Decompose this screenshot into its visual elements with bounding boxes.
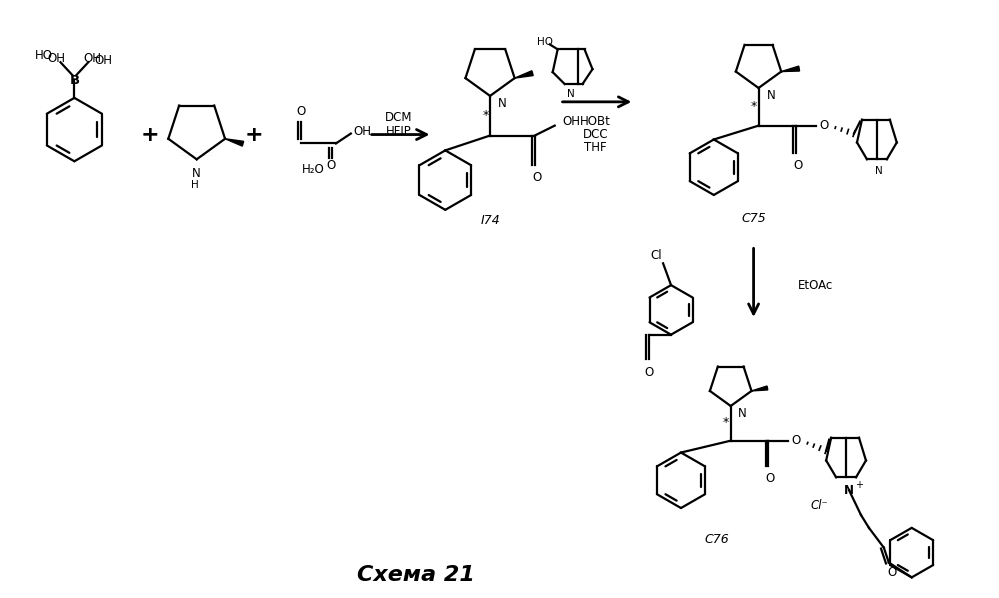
Text: OH: OH [48,52,66,65]
Text: OH: OH [562,115,580,128]
Text: O: O [793,158,803,172]
Text: HFIP: HFIP [386,125,412,138]
Text: *: * [750,100,756,113]
Text: HO: HO [35,49,53,62]
Text: HO: HO [536,38,552,47]
Text: Cl: Cl [650,249,662,262]
Text: C75: C75 [741,212,766,225]
Text: O: O [532,170,541,184]
Text: N: N [875,166,883,176]
Text: HOBt: HOBt [580,115,611,128]
Text: N: N [766,90,775,102]
Text: O: O [297,105,306,118]
Text: O: O [644,366,653,379]
Text: +: + [855,480,863,490]
Text: H: H [191,180,199,190]
Text: O: O [766,472,775,485]
Text: O: O [887,566,896,579]
Text: OH: OH [83,52,101,65]
Text: OH: OH [94,54,112,67]
Text: H₂O: H₂O [302,163,325,176]
Text: Схема 21: Схема 21 [357,565,475,585]
Text: Cl⁻: Cl⁻ [810,499,828,511]
Text: N: N [193,167,201,179]
Text: *: * [483,109,490,122]
Text: THF: THF [584,141,606,154]
Text: N: N [499,97,506,110]
Text: *: * [722,416,729,429]
Text: N: N [844,484,854,497]
Text: O: O [819,119,829,132]
Text: N: N [566,89,574,99]
Text: DCM: DCM [385,111,413,124]
Polygon shape [781,66,799,72]
Text: N: N [737,407,746,420]
Text: O: O [327,158,336,172]
Text: +: + [141,124,159,145]
Polygon shape [514,71,533,78]
Polygon shape [751,386,768,391]
Text: O: O [792,434,801,447]
Text: C76: C76 [704,533,729,546]
Text: B: B [69,74,80,87]
Text: +: + [245,124,264,145]
Text: EtOAc: EtOAc [798,279,833,292]
Polygon shape [225,139,244,146]
Text: DCC: DCC [582,128,608,141]
Text: OH: OH [354,125,372,138]
Text: I74: I74 [481,214,500,227]
